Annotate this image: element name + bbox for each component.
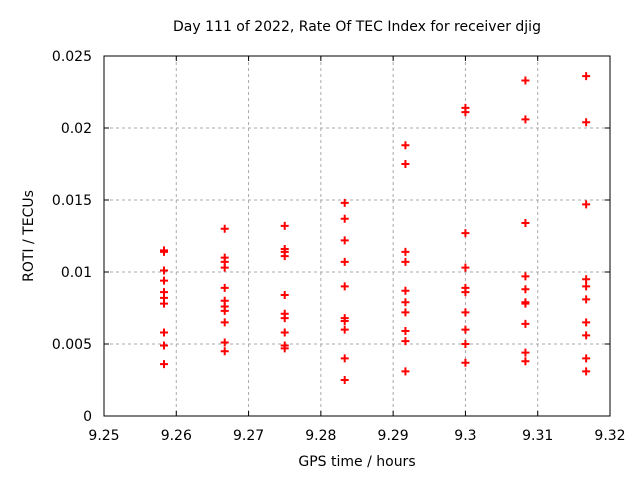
- data-point-marker: [340, 376, 349, 384]
- data-point-marker: [461, 229, 470, 238]
- x-tick-label: 9.25: [88, 428, 119, 444]
- data-point-marker: [461, 108, 470, 117]
- data-point-marker: [461, 288, 470, 297]
- y-tick-label: 0: [83, 409, 92, 425]
- data-point-marker: [340, 325, 349, 334]
- y-tick-label: 0.01: [61, 265, 92, 281]
- x-tick-label: 9.32: [594, 428, 625, 444]
- data-point-marker: [401, 327, 410, 336]
- data-point-marker: [582, 295, 591, 304]
- data-point-marker: [220, 338, 229, 347]
- data-point-marker: [340, 354, 349, 363]
- x-tick-label: 9.31: [522, 428, 553, 444]
- y-tick-label: 0.025: [52, 49, 92, 65]
- data-point-marker: [401, 141, 410, 150]
- data-point-marker: [159, 341, 168, 350]
- data-point-marker: [220, 347, 229, 356]
- y-tick-label: 0.015: [52, 193, 92, 209]
- x-tick-label: 9.29: [378, 428, 409, 444]
- data-point-marker: [521, 299, 530, 308]
- x-tick-labels: 9.25 9.26 9.27 9.28 9.29 9.3 9.31 9.32: [88, 428, 625, 444]
- data-point-marker: [461, 358, 470, 367]
- y-tick-label: 0.02: [61, 121, 92, 137]
- data-point-marker: [521, 272, 530, 281]
- data-point-marker: [340, 282, 349, 291]
- data-point-marker: [401, 286, 410, 295]
- data-point-marker: [220, 283, 229, 292]
- data-points: [159, 72, 591, 384]
- data-point-marker: [220, 224, 229, 233]
- data-point-marker: [220, 318, 229, 327]
- data-point-marker: [340, 257, 349, 266]
- data-point-marker: [280, 314, 289, 323]
- data-point-marker: [582, 318, 591, 327]
- x-axis-label: GPS time / hours: [298, 454, 415, 470]
- data-point-marker: [159, 266, 168, 275]
- data-point-marker: [340, 198, 349, 207]
- data-point-marker: [461, 340, 470, 348]
- data-point-marker: [521, 285, 530, 294]
- data-point-marker: [582, 275, 591, 284]
- data-point-marker: [340, 236, 349, 245]
- data-point-marker: [582, 367, 591, 376]
- data-point-marker: [280, 221, 289, 230]
- data-point-marker: [340, 214, 349, 223]
- data-point-marker: [582, 354, 591, 363]
- data-point-marker: [582, 72, 591, 81]
- x-tick-label: 9.28: [305, 428, 336, 444]
- data-point-marker: [582, 200, 591, 209]
- x-tick-label: 9.26: [161, 428, 192, 444]
- data-point-marker: [401, 308, 410, 317]
- data-point-marker: [521, 219, 530, 228]
- data-point-marker: [159, 299, 168, 308]
- data-point-marker: [521, 348, 530, 357]
- x-tick-label: 9.3: [454, 428, 476, 444]
- data-point-marker: [401, 298, 410, 307]
- data-point-marker: [280, 291, 289, 300]
- data-point-marker: [401, 367, 410, 376]
- data-point-marker: [401, 257, 410, 266]
- plot-border: [103, 55, 611, 417]
- data-point-marker: [220, 306, 229, 315]
- chart-title: Day 111 of 2022, Rate Of TEC Index for r…: [173, 19, 541, 35]
- data-point-marker: [461, 325, 470, 334]
- y-axis-label: ROTI / TECUs: [21, 190, 37, 282]
- data-point-marker: [582, 118, 591, 127]
- data-point-marker: [521, 357, 530, 366]
- grid-lines: [104, 56, 610, 416]
- data-point-marker: [582, 282, 591, 291]
- x-tick-label: 9.27: [233, 428, 264, 444]
- data-point-marker: [280, 252, 289, 261]
- axis-ticks: [103, 55, 611, 417]
- data-point-marker: [159, 328, 168, 337]
- data-point-marker: [461, 308, 470, 317]
- data-point-marker: [159, 276, 168, 285]
- data-point-marker: [280, 344, 289, 353]
- data-point-marker: [159, 360, 168, 369]
- data-point-marker: [159, 247, 168, 256]
- data-point-marker: [401, 337, 410, 346]
- data-point-marker: [461, 263, 470, 272]
- data-point-marker: [280, 328, 289, 337]
- y-tick-labels: 0 0.005 0.01 0.015 0.02 0.025: [52, 49, 92, 425]
- data-point-marker: [521, 76, 530, 85]
- y-tick-label: 0.005: [52, 337, 92, 353]
- data-point-marker: [401, 247, 410, 256]
- data-point-marker: [521, 115, 530, 124]
- data-point-marker: [220, 263, 229, 272]
- data-point-marker: [521, 319, 530, 328]
- data-point-marker: [401, 160, 410, 168]
- data-point-marker: [340, 316, 349, 325]
- data-point-marker: [582, 331, 591, 340]
